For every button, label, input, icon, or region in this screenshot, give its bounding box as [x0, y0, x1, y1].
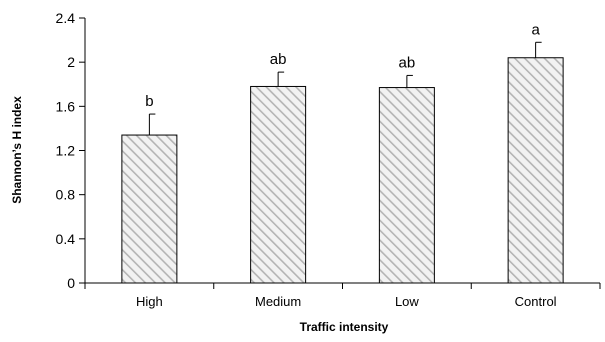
y-tick-label: 0.4 [56, 231, 76, 247]
significance-label: ab [399, 54, 416, 71]
x-axis-title: Traffic intensity [300, 320, 389, 334]
y-tick-label: 0 [67, 275, 75, 291]
significance-label: ab [270, 51, 287, 68]
y-tick-label: 1.2 [56, 143, 76, 159]
y-tick-label: 1.6 [56, 98, 76, 114]
bar [378, 87, 435, 284]
y-tick-label: 2.4 [56, 10, 76, 26]
bar [250, 85, 307, 284]
y-tick-label: 2 [67, 54, 75, 70]
bar [121, 134, 178, 284]
x-tick-label: Medium [255, 294, 301, 309]
y-tick-label: 0.8 [56, 187, 76, 203]
y-axis-title: Shannon’s H index [10, 96, 24, 204]
x-tick-label: High [136, 294, 163, 309]
significance-label: b [145, 93, 153, 110]
bar [507, 57, 564, 284]
x-tick-label: Control [515, 294, 557, 309]
significance-label: a [531, 21, 540, 38]
x-tick-label: Low [395, 294, 419, 309]
